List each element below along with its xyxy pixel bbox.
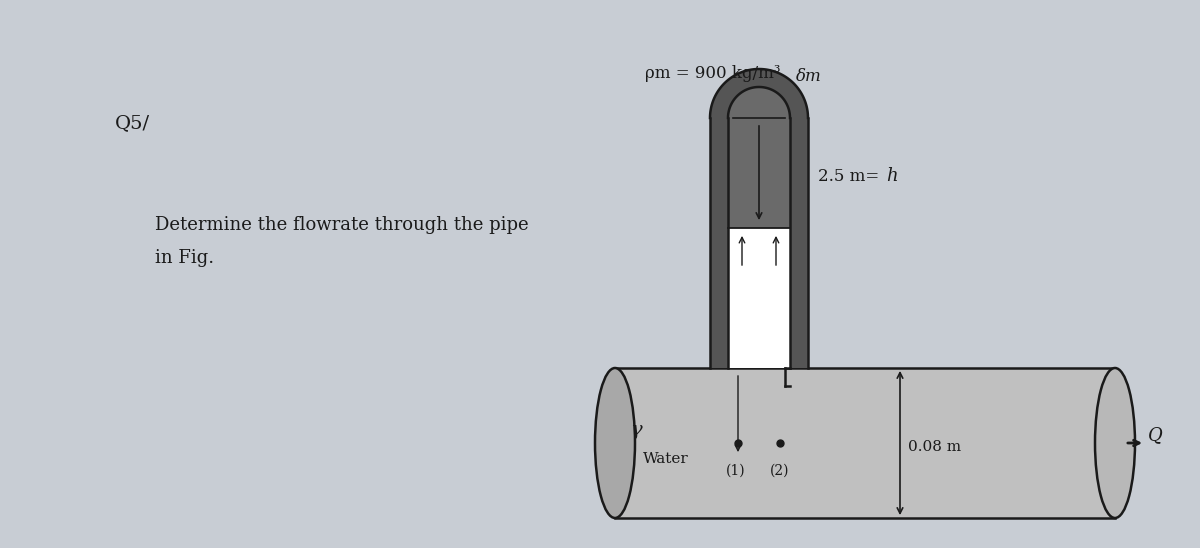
Text: γ: γ — [630, 421, 642, 439]
Ellipse shape — [595, 368, 635, 518]
Text: Determine the flowrate through the pipe: Determine the flowrate through the pipe — [155, 216, 529, 234]
Polygon shape — [710, 118, 728, 368]
Ellipse shape — [1096, 368, 1135, 518]
Text: h: h — [886, 167, 898, 185]
Polygon shape — [616, 368, 1115, 518]
Text: Q: Q — [1148, 426, 1163, 444]
Text: (1): (1) — [726, 464, 745, 478]
Text: ρm = 900 kg/m³: ρm = 900 kg/m³ — [646, 65, 780, 82]
Text: in Fig.: in Fig. — [155, 249, 214, 267]
Polygon shape — [710, 69, 808, 118]
Polygon shape — [728, 87, 790, 118]
Text: 2.5 m=: 2.5 m= — [818, 168, 880, 185]
Text: Q5/: Q5/ — [115, 114, 150, 132]
Text: Water: Water — [643, 452, 689, 466]
Text: 0.08 m: 0.08 m — [908, 440, 961, 454]
Polygon shape — [790, 118, 808, 368]
Text: (2): (2) — [770, 464, 790, 478]
Polygon shape — [728, 228, 790, 368]
Text: δm: δm — [796, 68, 822, 85]
Polygon shape — [728, 118, 790, 228]
